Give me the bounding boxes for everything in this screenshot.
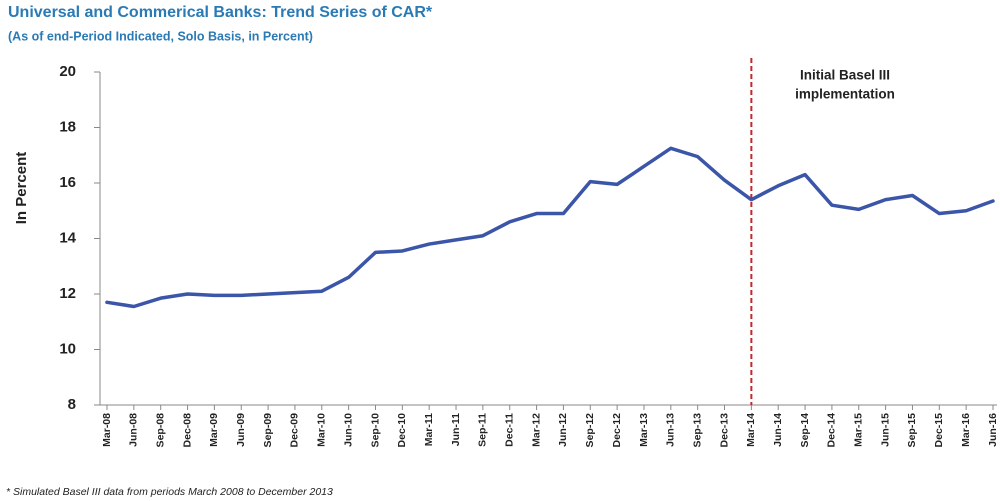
x-tick-label: Dec-12 [611,413,623,448]
y-tick-label: 14 [59,229,76,246]
x-tick-label: Sep-12 [584,413,596,448]
x-tick-label: Jun-09 [235,413,247,447]
x-tick-label: Sep-15 [906,413,918,448]
x-tick-label: Mar-09 [208,413,220,447]
x-tick-label: Dec-13 [718,413,730,448]
x-tick-label: Sep-14 [799,413,811,448]
y-axis-label: In Percent [13,152,30,225]
x-tick-label: Sep-11 [477,413,489,447]
annotation-text: implementation [795,87,895,102]
chart-subtitle: (As of end-Period Indicated, Solo Basis,… [8,29,313,43]
x-tick-label: Dec-15 [933,413,945,448]
x-tick-label: Sep-10 [369,413,381,448]
x-tick-label: Jun-16 [987,413,999,447]
x-tick-label: Mar-15 [853,413,865,447]
x-tick-label: Dec-10 [396,413,408,448]
y-tick-label: 18 [59,118,76,135]
data-line [105,146,995,309]
x-tick-label: Sep-08 [154,413,166,448]
x-tick-label: Mar-14 [745,413,757,447]
y-tick-label: 8 [68,396,76,413]
y-tick-label: 12 [59,285,76,302]
x-tick-label: Dec-14 [826,413,838,448]
x-tick-label: Jun-08 [128,413,140,447]
y-tick-label: 10 [59,340,76,357]
x-tick-label: Jun-11 [450,413,462,446]
x-tick-label: Sep-13 [691,413,703,448]
x-tick-label: Jun-15 [879,413,891,447]
x-tick-label: Jun-13 [665,413,677,447]
x-tick-label: Dec-09 [289,413,301,448]
x-tick-label: Mar-12 [530,413,542,447]
x-tick-label: Sep-09 [262,413,274,448]
x-tick-label: Jun-10 [342,413,354,447]
x-tick-label: Mar-16 [960,413,972,447]
x-tick-label: Jun-12 [557,413,569,447]
x-tick-label: Dec-11 [504,413,516,447]
y-tick-label: 20 [59,63,76,80]
chart-title: Universal and Commerical Banks: Trend Se… [8,4,433,21]
x-tick-label: Mar-10 [316,413,328,447]
x-tick-label: Mar-13 [638,413,650,447]
x-tick-label: Mar-11 [423,413,435,446]
x-tick-label: Dec-08 [181,413,193,448]
x-tick-label: Jun-14 [772,413,784,447]
y-tick-label: 16 [59,174,76,191]
annotation-text: Initial Basel III [800,68,890,83]
footnote: * Simulated Basel III data from periods … [6,486,333,498]
x-tick-label: Mar-08 [101,413,113,447]
